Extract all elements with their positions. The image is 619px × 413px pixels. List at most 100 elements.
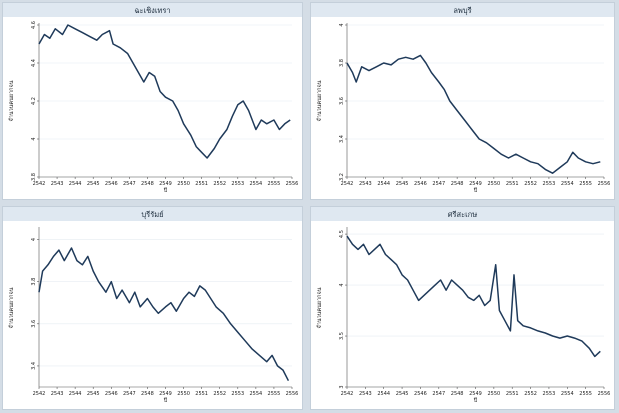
x-tick-label: 2554: [249, 181, 262, 187]
series-line: [38, 247, 290, 382]
x-tick-label: 2555: [579, 391, 592, 397]
chart-buriram: บุรีรัมย์ 3.4 3.6 3.8 4 2542 2543 2544 2545 2546 2…: [3, 207, 302, 404]
x-tick-label: 2542: [341, 391, 354, 397]
y-tick-label: 4: [339, 283, 345, 286]
x-axis-label: ปี: [163, 397, 168, 404]
x-tick-label: 2556: [598, 181, 611, 187]
y-tick-label: 3.6: [339, 97, 345, 105]
x-tick-label: 2552: [524, 181, 537, 187]
x-tick-label: 2555: [579, 181, 592, 187]
x-tick-label: 2549: [159, 181, 172, 187]
y-tick-label: 3.8: [339, 59, 345, 67]
x-tick-label: 2554: [249, 391, 262, 397]
x-tick-label: 2544: [377, 391, 390, 397]
y-tick-label: 3.5: [339, 332, 345, 340]
x-tick-label: 2555: [268, 181, 281, 187]
x-axis-label: ปี: [473, 397, 478, 404]
x-tick-label: 2556: [286, 391, 299, 397]
x-tick-label: 2553: [231, 181, 244, 187]
chart-chachoengsao: ฉะเชิงเทรา 3.8 4 4.2 4.4 4.6 2542 2543 2544 2545 2…: [3, 3, 302, 194]
y-tick-label: 4.4: [31, 59, 37, 67]
x-tick-label: 2550: [177, 391, 190, 397]
x-tick-label: 2545: [87, 181, 100, 187]
chart-lopburi: ลพบุรี 3.2 3.4 3.6 3.8 4 2542 2543 2544 2545 2546 2…: [311, 3, 614, 194]
x-tick-label: 2544: [377, 181, 390, 187]
series-line: [346, 235, 601, 358]
x-axis-label: ปี: [163, 187, 168, 194]
x-tick-label: 2552: [213, 391, 226, 397]
x-tick-label: 2551: [195, 181, 208, 187]
y-tick-label: 4: [31, 238, 37, 241]
y-tick-label: 4: [31, 137, 37, 140]
panel-chachoengsao: ฉะเชิงเทรา 3.8 4 4.2 4.4 4.6 2542 2543 2544 2545 2…: [2, 2, 303, 200]
y-axis-label: จำนวนคนยากจน: [316, 287, 323, 328]
x-tick-label: 2547: [432, 391, 445, 397]
x-tick-label: 2542: [341, 181, 354, 187]
y-tick-label: 3.4: [31, 362, 37, 370]
x-tick-label: 2548: [141, 391, 154, 397]
x-tick-label: 2554: [561, 391, 574, 397]
x-tick-label: 2551: [506, 181, 519, 187]
x-tick-label: 2543: [359, 181, 372, 187]
y-tick-label: 3: [339, 385, 345, 388]
x-tick-label: 2542: [33, 391, 46, 397]
title-bar: [3, 3, 302, 17]
x-axis-label: ปี: [473, 187, 478, 194]
y-tick-label: 4: [339, 23, 345, 26]
x-tick-label: 2544: [69, 391, 82, 397]
y-axis-label: จำนวนคนยากจน: [316, 80, 323, 121]
title-bar: [3, 207, 302, 221]
x-tick-label: 2543: [51, 181, 64, 187]
x-tick-label: 2553: [543, 391, 556, 397]
y-tick-label: 3.2: [339, 173, 345, 181]
x-tick-label: 2549: [469, 391, 482, 397]
y-tick-label: 3.8: [31, 173, 37, 181]
x-tick-label: 2549: [469, 181, 482, 187]
x-tick-label: 2555: [268, 391, 281, 397]
x-tick-label: 2545: [396, 391, 409, 397]
panel-sisaket: ศรีสะเกษ 3 3.5 4 4.5 2542 2543 2544 2545 2546 2547…: [310, 206, 615, 410]
x-tick-label: 2549: [159, 391, 172, 397]
x-tick-label: 2544: [69, 181, 82, 187]
title-bar: [311, 207, 614, 221]
chart-title: ลพบุรี: [453, 6, 471, 15]
x-tick-label: 2542: [33, 181, 46, 187]
x-tick-label: 2547: [123, 181, 136, 187]
x-tick-label: 2545: [396, 181, 409, 187]
series-line: [346, 54, 601, 174]
y-axis-label: จำนวนคนยากจน: [8, 287, 15, 328]
chart-title: ฉะเชิงเทรา: [134, 6, 170, 15]
x-tick-label: 2550: [177, 181, 190, 187]
x-tick-label: 2552: [213, 181, 226, 187]
y-tick-label: 3.8: [31, 278, 37, 286]
x-tick-label: 2545: [87, 391, 100, 397]
chart-title: บุรีรัมย์: [141, 210, 163, 219]
x-tick-label: 2543: [51, 391, 64, 397]
x-tick-label: 2546: [105, 391, 118, 397]
x-tick-label: 2550: [487, 181, 500, 187]
x-tick-label: 2553: [231, 391, 244, 397]
panel-lopburi: ลพบุรี 3.2 3.4 3.6 3.8 4 2542 2543 2544 2545 2546 2…: [310, 2, 615, 200]
x-tick-label: 2547: [432, 181, 445, 187]
x-tick-label: 2556: [598, 391, 611, 397]
y-tick-label: 4.6: [31, 21, 37, 29]
x-tick-label: 2547: [123, 391, 136, 397]
x-tick-label: 2551: [195, 391, 208, 397]
title-bar: [311, 3, 614, 17]
y-axis-label: จำนวนคนยากจน: [8, 80, 15, 121]
x-tick-label: 2550: [487, 391, 500, 397]
chart-title: ศรีสะเกษ: [448, 210, 477, 219]
y-tick-label: 3.6: [31, 320, 37, 328]
x-tick-label: 2553: [543, 181, 556, 187]
x-tick-label: 2543: [359, 391, 372, 397]
x-tick-label: 2556: [286, 181, 299, 187]
y-tick-label: 4.2: [31, 97, 37, 105]
x-tick-label: 2554: [561, 181, 574, 187]
x-tick-label: 2548: [141, 181, 154, 187]
chart-sisaket: ศรีสะเกษ 3 3.5 4 4.5 2542 2543 2544 2545 2546 2547…: [311, 207, 614, 404]
x-tick-label: 2546: [105, 181, 118, 187]
series-line: [38, 24, 291, 159]
panel-buriram: บุรีรัมย์ 3.4 3.6 3.8 4 2542 2543 2544 2545 2546 2…: [2, 206, 303, 410]
x-tick-label: 2551: [506, 391, 519, 397]
